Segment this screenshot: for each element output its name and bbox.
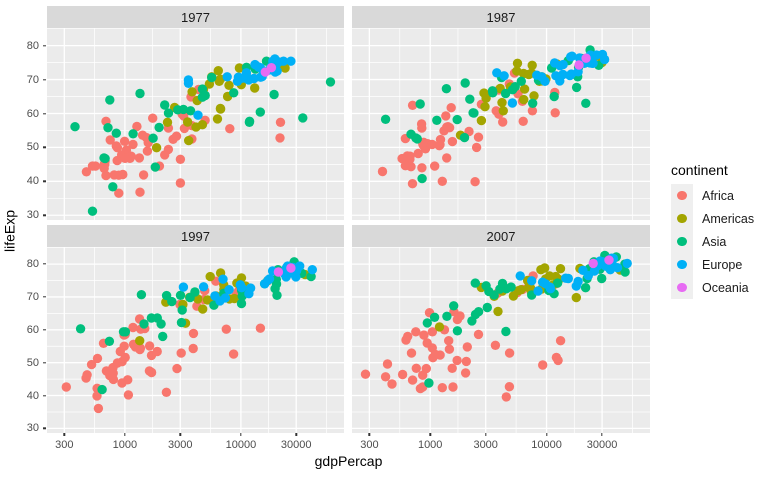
panel-2007 — [352, 247, 650, 433]
x-tick-mark — [545, 433, 548, 436]
y-tick-label: 70 — [26, 73, 39, 86]
facet-strip-2007: 2007 — [352, 225, 650, 247]
x-tick-mark — [484, 433, 487, 436]
x-axis-ticks-right: 300 1000 3000 10000 30000 — [352, 433, 650, 455]
x-tick-mark — [368, 433, 371, 436]
panel-1997 — [47, 247, 344, 433]
x-tick-label: 10000 — [531, 439, 562, 451]
x-tick-mark — [63, 433, 65, 436]
y-tick-mark — [43, 180, 46, 182]
x-axis-title: gdpPercap — [314, 453, 383, 469]
x-tick-mark — [601, 433, 603, 436]
y-tick-label: 60 — [26, 323, 39, 336]
facet-1997: 1997 — [47, 225, 344, 433]
asia-dot-icon — [677, 236, 687, 247]
x-tick-mark — [179, 433, 181, 436]
legend-title: continent — [671, 162, 728, 178]
y-tick-label: 50 — [26, 356, 39, 369]
x-axis-ticks-left: 300 1000 3000 10000 30000 — [47, 433, 344, 455]
x-tick-label: 10000 — [225, 439, 257, 451]
x-tick-label: 30000 — [280, 439, 312, 451]
x-tick-label: 1000 — [417, 439, 443, 451]
legend-key — [671, 276, 693, 299]
x-tick-mark — [429, 433, 431, 436]
y-tick-mark — [43, 427, 46, 430]
facet-strip-1997: 1997 — [47, 225, 344, 247]
y-tick-mark — [43, 146, 46, 149]
y-tick-label: 30 — [26, 422, 39, 435]
oceania-dot-icon — [677, 282, 687, 293]
africa-dot-icon — [677, 190, 687, 201]
y-tick-label: 70 — [26, 291, 39, 303]
legend-item-americas: Americas — [671, 207, 754, 230]
panel-1987 — [352, 28, 650, 220]
x-tick-label: 300 — [55, 439, 74, 451]
legend-key — [671, 184, 693, 207]
legend-item-oceania: Oceania — [671, 276, 754, 299]
facet-strip-1977: 1977 — [47, 6, 344, 28]
legend-item-asia: Asia — [671, 230, 754, 253]
x-tick-mark — [240, 433, 242, 436]
legend-items: Africa Americas Asia Europe Oceania — [671, 184, 754, 299]
y-tick-mark — [43, 78, 46, 81]
x-tick-label: 3000 — [168, 439, 193, 451]
y-tick-mark — [43, 329, 46, 331]
facet-strip-1987: 1987 — [352, 6, 650, 28]
y-tick-label: 40 — [26, 175, 39, 188]
europe-dot-icon — [677, 259, 687, 270]
y-tick-label: 30 — [26, 209, 39, 222]
y-axis-ticks-row1: 30 40 50 60 70 80 — [0, 28, 47, 222]
y-tick-mark — [43, 112, 46, 115]
x-tick-label: 1000 — [112, 439, 138, 451]
legend-key — [671, 253, 693, 276]
facet-1987: 1987 — [352, 6, 650, 220]
americas-dot-icon — [677, 213, 687, 224]
y-tick-label: 50 — [26, 141, 39, 154]
y-tick-label: 60 — [26, 107, 39, 120]
y-axis-ticks-row2: 30 40 50 60 70 80 — [0, 247, 47, 435]
y-tick-label: 40 — [26, 389, 39, 402]
y-tick-label: 80 — [26, 39, 39, 52]
x-tick-label: 3000 — [473, 439, 498, 451]
y-tick-mark — [43, 361, 46, 364]
legend-key — [671, 230, 693, 253]
legend-item-africa: Africa — [671, 184, 754, 207]
y-tick-mark — [43, 214, 46, 216]
legend-key — [671, 207, 693, 230]
y-tick-mark — [43, 296, 46, 298]
y-tick-mark — [43, 44, 46, 47]
x-tick-mark — [124, 433, 126, 436]
y-tick-label: 80 — [26, 258, 39, 271]
facet-1977: 1977 — [47, 6, 344, 220]
panel-1977 — [47, 28, 344, 220]
facet-2007: 2007 — [352, 225, 650, 433]
y-tick-mark — [43, 263, 46, 265]
x-tick-mark — [295, 433, 297, 436]
legend-item-europe: Europe — [671, 253, 754, 276]
x-tick-label: 30000 — [586, 439, 618, 451]
legend: continent Africa Americas Asia Europe Oc… — [671, 162, 754, 299]
y-tick-mark — [43, 394, 46, 397]
x-tick-label: 300 — [360, 439, 379, 451]
